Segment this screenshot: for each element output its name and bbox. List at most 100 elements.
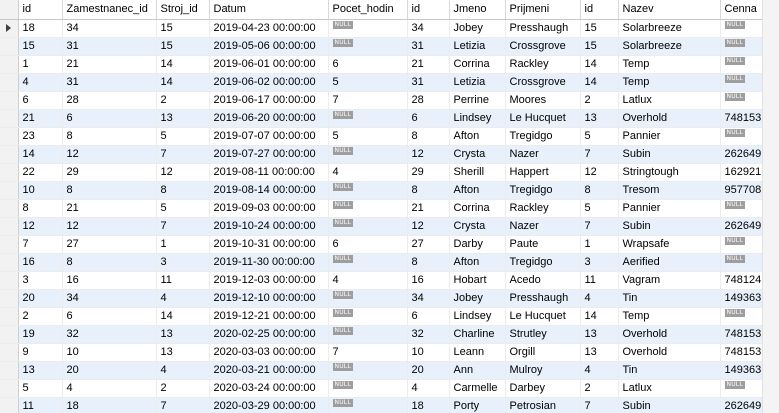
table-cell[interactable]: 8 [156,181,210,200]
column-header[interactable]: Cenna [720,0,764,20]
row-selector[interactable] [0,397,19,413]
table-row[interactable]: 13 20 4 2020-03-21 00:00:00 NULL 20 Ann Mulroy 4… [0,361,764,380]
column-header[interactable]: Stroj_id [156,0,210,20]
table-cell[interactable]: 2 [18,307,63,326]
table-cell[interactable]: Happert [505,163,581,182]
table-cell[interactable]: 16 [62,271,157,290]
table-cell[interactable]: NULL [328,19,408,38]
table-cell[interactable]: Tregidgo [505,127,581,146]
table-cell[interactable]: 12 [156,163,210,182]
table-cell[interactable]: Presshaugh [505,289,581,308]
table-cell[interactable]: NULL [720,37,764,56]
table-cell[interactable]: 29 [62,163,157,182]
table-cell[interactable]: 18 [62,397,157,413]
table-cell[interactable]: NULL [328,289,408,308]
table-cell[interactable]: 8 [580,181,619,200]
row-selector[interactable] [0,379,19,398]
table-cell[interactable]: 1 [18,55,63,74]
table-row[interactable]: 9 10 13 2020-03-03 00:00:00 7 10 Leann Orgill 13… [0,343,764,362]
table-cell[interactable]: 16 [407,271,450,290]
table-cell[interactable]: 21 [18,109,63,128]
table-cell[interactable]: 5 [156,127,210,146]
column-header[interactable]: id [580,0,619,20]
table-cell[interactable]: 6 [62,307,157,326]
table-cell[interactable]: Darby [449,235,506,254]
table-cell[interactable]: 4 [328,163,408,182]
table-cell[interactable]: 2019-10-31 00:00:00 [209,235,329,254]
row-selector[interactable] [0,163,19,182]
row-selector[interactable] [0,253,19,272]
table-cell[interactable]: 7 [156,145,210,164]
table-cell[interactable]: 262649 [720,145,764,164]
table-cell[interactable]: 2019-08-11 00:00:00 [209,163,329,182]
table-cell[interactable]: 5 [328,127,408,146]
table-cell[interactable]: NULL [328,37,408,56]
table-cell[interactable]: Tregidgo [505,253,581,272]
table-cell[interactable]: NULL [720,127,764,146]
table-cell[interactable]: 23 [18,127,63,146]
table-row[interactable]: 18 34 15 2019-04-23 00:00:00 NULL 34 Jobey Pres… [0,19,764,38]
table-row[interactable]: 7 27 1 2019-10-31 00:00:00 6 27 Darby Paute 1 Wra… [0,235,764,254]
table-cell[interactable]: 162921 [720,163,764,182]
vertical-scrollbar[interactable] [762,0,779,413]
table-cell[interactable]: Subin [618,397,721,413]
table-row[interactable]: 2 6 14 2019-12-21 00:00:00 NULL 6 Lindsey Le Hu… [0,307,764,326]
table-row[interactable]: 21 6 13 2019-06-20 00:00:00 NULL 6 Lindsey Le H… [0,109,764,128]
table-cell[interactable]: Solarbreeze [618,37,721,56]
table-cell[interactable]: 13 [156,343,210,362]
table-cell[interactable]: 10 [18,181,63,200]
table-cell[interactable]: 2019-11-30 00:00:00 [209,253,329,272]
table-row[interactable]: 20 34 4 2019-12-10 00:00:00 NULL 34 Jobey Press… [0,289,764,308]
table-cell[interactable]: 3 [18,271,63,290]
table-cell[interactable]: Stringtough [618,163,721,182]
table-cell[interactable]: 4 [580,361,619,380]
table-cell[interactable]: 2019-06-02 00:00:00 [209,73,329,92]
table-cell[interactable]: 2019-06-01 00:00:00 [209,55,329,74]
table-cell[interactable]: 31 [407,37,450,56]
row-selector[interactable] [0,271,19,290]
table-cell[interactable]: NULL [720,307,764,326]
table-cell[interactable]: Carmelle [449,379,506,398]
table-cell[interactable]: 13 [580,343,619,362]
table-cell[interactable]: 21 [62,55,157,74]
table-cell[interactable]: 6 [328,55,408,74]
table-cell[interactable]: 4 [156,361,210,380]
table-cell[interactable]: 10 [62,343,157,362]
table-cell[interactable]: Acedo [505,271,581,290]
table-cell[interactable]: 14 [580,73,619,92]
table-cell[interactable]: 15 [156,19,210,38]
table-cell[interactable]: 13 [156,325,210,344]
table-cell[interactable]: Tin [618,361,721,380]
table-cell[interactable]: Afton [449,181,506,200]
table-cell[interactable]: Hobart [449,271,506,290]
table-cell[interactable]: 8 [62,253,157,272]
table-cell[interactable]: Crysta [449,217,506,236]
row-selector[interactable] [0,73,19,92]
table-cell[interactable]: NULL [720,91,764,110]
table-cell[interactable]: 6 [407,307,450,326]
table-cell[interactable]: 21 [407,55,450,74]
table-cell[interactable]: 15 [580,19,619,38]
table-cell[interactable]: 20 [18,289,63,308]
table-cell[interactable]: Overhold [618,325,721,344]
table-cell[interactable]: 3 [156,253,210,272]
table-cell[interactable]: 14 [580,55,619,74]
table-cell[interactable]: 2 [580,91,619,110]
table-cell[interactable]: 2 [580,379,619,398]
table-cell[interactable]: 13 [580,109,619,128]
table-cell[interactable]: Tresom [618,181,721,200]
table-cell[interactable]: 748124 [720,271,764,290]
table-cell[interactable]: 5 [18,379,63,398]
row-selector[interactable] [0,217,19,236]
row-selector[interactable] [0,307,19,326]
row-selector[interactable] [0,343,19,362]
table-cell[interactable]: 34 [62,19,157,38]
table-cell[interactable]: 5 [580,199,619,218]
table-cell[interactable]: 18 [18,19,63,38]
table-cell[interactable]: 2020-03-29 00:00:00 [209,397,329,413]
table-row[interactable]: 16 8 3 2019-11-30 00:00:00 NULL 8 Afton Tregidg… [0,253,764,272]
table-cell[interactable]: Overhold [618,343,721,362]
table-cell[interactable]: Pannier [618,199,721,218]
table-cell[interactable]: 262649 [720,397,764,413]
